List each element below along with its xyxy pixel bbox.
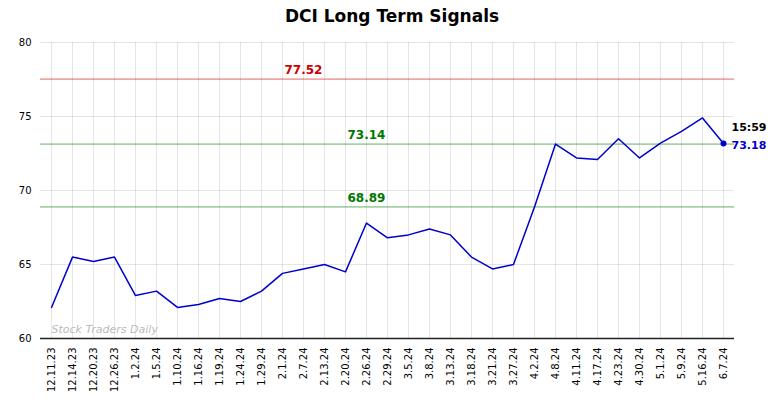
svg-text:1.16.24: 1.16.24 (193, 348, 204, 386)
svg-text:1.29.24: 1.29.24 (256, 348, 267, 386)
svg-text:3.5.24: 3.5.24 (403, 348, 414, 380)
svg-text:3.21.24: 3.21.24 (487, 348, 498, 386)
svg-text:1.2.24: 1.2.24 (130, 348, 141, 380)
svg-text:60: 60 (19, 333, 32, 344)
svg-text:5.1.24: 5.1.24 (655, 348, 666, 380)
svg-text:80: 80 (19, 37, 32, 48)
svg-text:73.14: 73.14 (348, 128, 386, 142)
svg-text:12.26.23: 12.26.23 (109, 348, 120, 393)
svg-text:68.89: 68.89 (348, 191, 386, 205)
svg-text:73.18: 73.18 (732, 139, 767, 152)
svg-text:6.7.24: 6.7.24 (718, 348, 729, 380)
svg-text:2.1.24: 2.1.24 (277, 348, 288, 380)
svg-text:12.11.23: 12.11.23 (46, 348, 57, 393)
svg-text:12.14.23: 12.14.23 (67, 348, 78, 393)
svg-text:3.18.24: 3.18.24 (466, 348, 477, 386)
svg-text:75: 75 (19, 111, 32, 122)
svg-text:2.20.24: 2.20.24 (340, 348, 351, 386)
svg-text:1.5.24: 1.5.24 (151, 348, 162, 380)
svg-text:15:59: 15:59 (732, 121, 767, 134)
svg-text:2.26.24: 2.26.24 (361, 348, 372, 386)
svg-text:1.24.24: 1.24.24 (235, 348, 246, 386)
svg-text:2.7.24: 2.7.24 (298, 348, 309, 380)
svg-text:4.17.24: 4.17.24 (592, 348, 603, 386)
svg-text:4.30.24: 4.30.24 (634, 348, 645, 386)
svg-text:12.20.23: 12.20.23 (88, 348, 99, 393)
svg-text:1.19.24: 1.19.24 (214, 348, 225, 386)
svg-text:4.8.24: 4.8.24 (550, 348, 561, 380)
svg-text:2.13.24: 2.13.24 (319, 348, 330, 386)
svg-text:65: 65 (19, 259, 32, 270)
svg-text:4.2.24: 4.2.24 (529, 348, 540, 380)
html-text:DCI Long Term Signals: DCI Long Term Signals (284, 6, 500, 26)
svg-text:2.29.24: 2.29.24 (382, 348, 393, 386)
svg-text:70: 70 (19, 185, 32, 196)
svg-text:5.16.24: 5.16.24 (697, 348, 708, 386)
svg-text:Stock Traders Daily: Stock Traders Daily (52, 323, 159, 336)
svg-text:5.9.24: 5.9.24 (676, 348, 687, 380)
svg-text:3.13.24: 3.13.24 (445, 348, 456, 386)
svg-text:77.52: 77.52 (285, 63, 323, 77)
svg-text:3.27.24: 3.27.24 (508, 348, 519, 386)
svg-text:4.11.24: 4.11.24 (571, 348, 582, 386)
svg-text:4.23.24: 4.23.24 (613, 348, 624, 386)
svg-text:1.10.24: 1.10.24 (172, 348, 183, 386)
svg-text:3.8.24: 3.8.24 (424, 348, 435, 380)
